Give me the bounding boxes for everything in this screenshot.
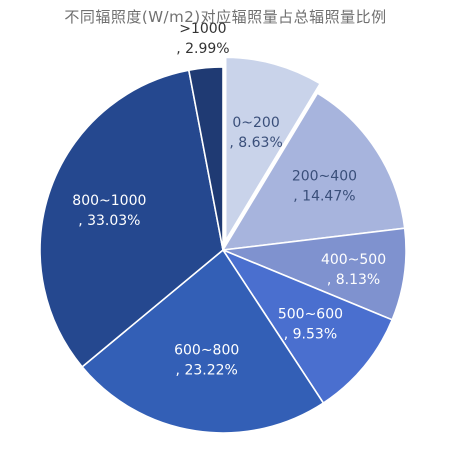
slice-range-label: 200~400: [292, 168, 357, 184]
slice-range-label: 400~500: [321, 252, 386, 268]
pie-slice: [39, 69, 224, 368]
pie-slice: [219, 227, 407, 321]
slice-percent-label: , 33.03%: [78, 213, 140, 229]
pie-slice: [187, 66, 224, 251]
slice-percent-label: , 9.53%: [284, 326, 337, 342]
slice-range-label: 600~800: [174, 343, 239, 359]
slice-range-label: >1000: [179, 21, 226, 37]
pie-slice: [221, 92, 406, 251]
slice-percent-label: , 2.99%: [176, 41, 229, 57]
chart-title: 不同辐照度(W/m2)对应辐照量占总辐照量比例: [64, 8, 387, 26]
pie-slice: [220, 248, 394, 405]
slice-percent-label: , 23.22%: [176, 363, 238, 379]
pie-slice: [224, 56, 322, 244]
slice-percent-label: , 8.63%: [229, 135, 282, 151]
slice-percent-label: , 8.13%: [327, 272, 380, 288]
pie-slice: [81, 248, 325, 434]
slice-range-label: 800~1000: [72, 193, 146, 209]
slice-range-label: 500~600: [278, 306, 343, 322]
slice-range-label: 0~200: [232, 115, 279, 131]
slice-percent-label: , 14.47%: [293, 188, 355, 204]
